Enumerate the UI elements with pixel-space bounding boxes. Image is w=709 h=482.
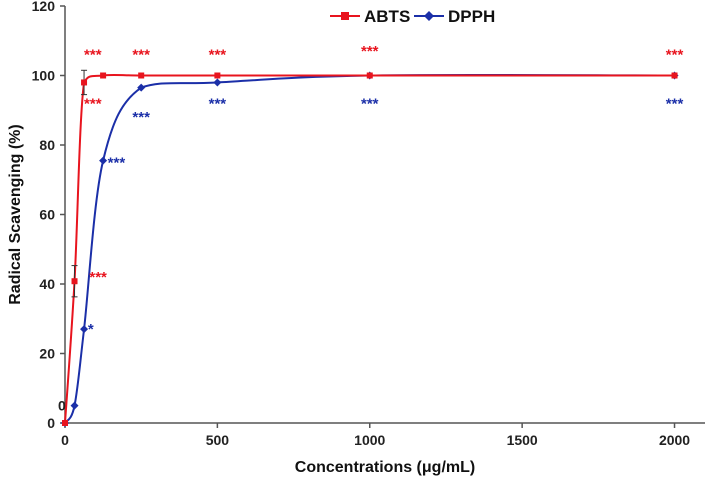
legend-label-abts: ABTS	[364, 7, 410, 26]
data-point-abts	[71, 278, 78, 285]
y-tick-label: 40	[39, 276, 55, 292]
y-tick-label: 120	[32, 0, 56, 14]
data-point-dpph	[137, 83, 146, 92]
data-point-abts	[100, 72, 107, 79]
legend-marker-dpph	[424, 11, 434, 21]
significance-label-dpph: *	[88, 321, 94, 338]
x-axis-title: Concentrations (μg/mL)	[295, 459, 475, 476]
significance-label-dpph: ***	[666, 95, 684, 112]
y-tick-label: 100	[32, 68, 56, 84]
data-point-abts	[138, 72, 145, 79]
significance-label-dpph: ***	[108, 154, 126, 171]
data-point-dpph	[213, 78, 222, 87]
significance-annotations: ********* *** *** **************** *** ***0	[58, 43, 683, 413]
data-point-abts	[214, 72, 221, 79]
data-point-dpph	[70, 401, 79, 410]
x-tick-label: 0	[61, 432, 69, 448]
significance-label-abts: ***	[209, 47, 227, 64]
significance-label-abts: ***	[132, 47, 150, 64]
data-point-abts	[62, 420, 68, 426]
significance-label-abts: ***	[84, 95, 102, 112]
data-point-abts	[366, 72, 373, 79]
axes	[64, 6, 705, 424]
y-tick-labels: 0 20 40 60 80 100 120	[32, 0, 65, 431]
x-tick-label: 1500	[507, 432, 538, 448]
significance-label-dpph: ***	[361, 95, 379, 112]
x-tick-label: 500	[206, 432, 230, 448]
origin-label: 0	[58, 398, 66, 414]
y-tick-label: 0	[47, 415, 55, 431]
significance-label-dpph: ***	[132, 109, 150, 126]
significance-label-abts: ***	[84, 47, 102, 64]
y-tick-label: 80	[39, 137, 55, 153]
y-axis-title: Radical Scavenging (%)	[7, 124, 24, 305]
data-point-abts	[671, 72, 678, 79]
series-line-abts	[64, 73, 675, 424]
data-point-dpph	[80, 325, 89, 334]
legend-label-dpph: DPPH	[448, 7, 495, 26]
series-lines	[61, 69, 679, 427]
significance-label-abts: ***	[361, 43, 379, 60]
y-tick-label: 20	[39, 346, 55, 362]
series-line-dpph	[64, 73, 675, 424]
data-point-abts	[81, 79, 88, 86]
x-tick-label: 2000	[659, 432, 690, 448]
significance-label-dpph: ***	[209, 95, 227, 112]
x-tick-label: 1000	[354, 432, 385, 448]
significance-label-abts: ***	[89, 269, 107, 286]
legend: ABTS DPPH	[330, 7, 495, 26]
y-tick-label: 60	[39, 207, 55, 223]
significance-label-abts: ***	[666, 47, 684, 64]
data-point-dpph	[99, 156, 108, 165]
x-tick-labels: 0 500 1000 1500 2000	[61, 423, 690, 448]
legend-marker-abts	[341, 12, 349, 20]
